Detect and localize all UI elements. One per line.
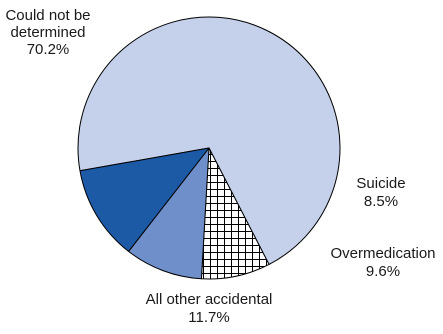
slice-label-line: 70.2% xyxy=(27,41,70,58)
pie-slice-could-not-be-determined xyxy=(77,16,341,265)
pie-slice-all-other-accidental xyxy=(79,147,210,252)
slice-label-overmedication: Overmedication 9.6% xyxy=(330,245,435,280)
slice-label-line: 9.6% xyxy=(366,263,400,280)
pie-slice-overmedication xyxy=(128,147,210,280)
slice-label-all-other-accidental: All other accidental 11.7% xyxy=(146,291,273,326)
slice-label-line: 8.5% xyxy=(364,193,398,210)
slice-label-line: Could not be xyxy=(5,7,90,24)
slice-label-line: determined xyxy=(10,24,85,41)
pie-labels: Could not be determined 70.2% Suicide 8.5% Ov… xyxy=(5,7,435,326)
slice-label-could-not-be-determined: Could not be determined 70.2% xyxy=(5,7,90,58)
slice-label-line: 11.7% xyxy=(188,309,229,326)
slice-label-suicide: Suicide 8.5% xyxy=(356,175,405,210)
pie-slices xyxy=(77,16,341,280)
slice-label-line: Suicide xyxy=(356,175,405,192)
slice-label-line: All other accidental xyxy=(146,291,273,308)
slice-label-line: Overmedication xyxy=(330,245,435,262)
